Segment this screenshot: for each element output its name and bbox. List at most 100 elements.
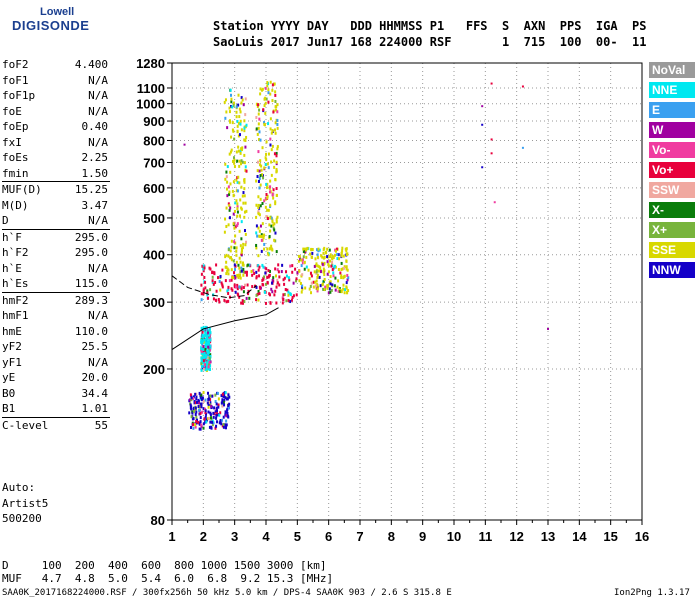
echo-point [245,135,248,139]
echo-point [337,267,340,271]
echo-points [183,80,549,431]
echo-point [231,275,234,279]
echo-point [296,271,299,275]
echo-point [329,275,332,279]
echo-point [255,293,258,297]
echo-point [322,248,325,252]
legend-item-vo-: Vo- [649,142,695,158]
echo-point [212,421,215,425]
echo-point [219,419,222,423]
echo-point [225,206,228,210]
echo-point [218,300,221,304]
echo-point [221,285,224,289]
echo-point [190,407,193,411]
echo-point [226,411,229,415]
echo-point [211,420,214,424]
echo-point [226,165,229,169]
param-name: h`E [2,261,22,275]
x-tick-label: 14 [572,529,587,544]
echo-point [274,131,277,135]
echo-point [270,160,273,164]
echo-point [204,365,207,369]
echo-point [346,278,349,282]
echo-point [328,287,331,291]
echo-point [238,115,241,119]
echo-point [345,267,348,271]
echo-point [240,185,243,189]
echo-point [262,283,265,287]
echo-point [204,347,207,351]
param-value: 3.47 [81,198,109,212]
echo-point [235,253,238,257]
echo-point [276,118,279,122]
echo-point [242,261,245,265]
echo-point [326,272,329,276]
echo-point [302,255,305,259]
echo-point [285,270,288,274]
param-value: N/A [88,309,108,322]
echo-point [240,301,243,305]
echo-point [341,249,344,253]
echo-point [239,110,242,114]
echo-point [209,353,212,357]
echo-point [272,188,275,192]
echo-point [243,138,246,142]
echo-point [206,401,209,405]
echo-point [204,350,207,354]
echo-point [224,162,227,166]
echo-point [255,246,258,250]
echo-point [201,410,204,414]
echo-point [230,268,233,272]
echo-point [287,290,290,294]
param-row: yF2 25.5 [2,339,110,355]
echo-point [190,415,193,419]
echo-point [259,159,262,163]
echo-point [201,396,204,400]
echo-point [259,92,262,96]
x-tick-label: 10 [447,529,461,544]
echo-point [226,194,229,198]
echo-point [192,397,195,401]
echo-point [225,253,228,257]
echo-point [230,239,233,243]
echo-point [310,281,313,285]
distance-row: D 100 200 400 600 800 1000 1500 3000 [km… [2,559,327,572]
echo-point [216,420,219,424]
echo-point [265,152,268,156]
legend-item-e: E [649,102,695,118]
y-tick-label: 200 [143,362,165,377]
echo-point [267,208,270,212]
echo-point [206,364,209,368]
echo-point [212,297,215,301]
echo-point [227,415,230,419]
echo-point [224,423,227,427]
echo-point [260,249,263,253]
echo-point [257,150,260,154]
echo-point [227,202,230,206]
echo-point [282,278,285,282]
echo-point [228,119,231,123]
echo-point [207,331,210,335]
echo-point [230,287,233,291]
y-tick-label: 80 [151,513,165,528]
echo-point [295,293,298,297]
echo-point [234,201,237,205]
echo-point [200,405,203,409]
echo-point [272,110,275,114]
echo-point [261,173,264,177]
echo-point [340,254,343,258]
echo-point [275,151,278,155]
echo-point [263,266,266,270]
echo-point [243,119,246,123]
echo-point [301,273,304,277]
echo-point [224,217,227,221]
echo-point [271,220,274,224]
echo-point [207,410,210,414]
echo-point [233,285,236,289]
echo-point [233,263,236,267]
echo-point [195,400,198,404]
echo-point [320,254,323,258]
x-tick-label: 2 [200,529,207,544]
echo-point [287,293,290,297]
echo-point [197,420,200,424]
